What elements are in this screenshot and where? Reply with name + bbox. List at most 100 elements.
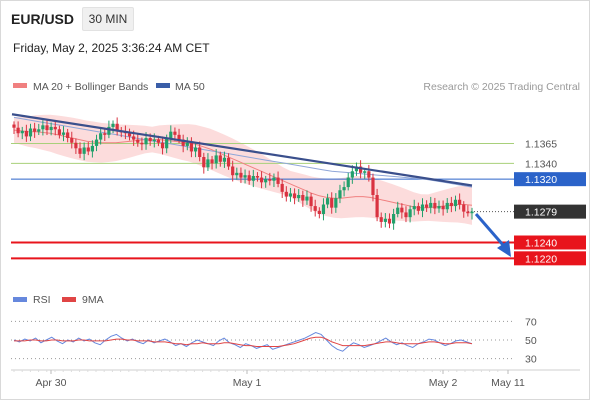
- candle-body: [458, 199, 462, 205]
- ma50-legend-label: MA 50: [175, 81, 205, 93]
- candle-body: [342, 187, 346, 191]
- candle-body: [57, 129, 61, 135]
- candle-body: [346, 177, 350, 188]
- price-tag-bg-1.1279: [514, 204, 586, 219]
- price-tag-label-1.1240: 1.1240: [525, 238, 557, 250]
- candle-body: [358, 166, 363, 173]
- candle-body: [437, 206, 441, 209]
- candle-body: [400, 207, 404, 213]
- candle-body: [140, 142, 144, 145]
- candle-body: [264, 179, 268, 183]
- candle-body: [313, 206, 317, 211]
- candle-body: [363, 171, 367, 173]
- rsi-ma-legend-label: 9MA: [82, 294, 104, 306]
- candle-body: [379, 217, 383, 222]
- candle-body: [445, 202, 449, 210]
- candle-body: [49, 126, 53, 131]
- candle-body: [78, 148, 82, 154]
- ma50-line: [13, 116, 473, 188]
- candle-body: [433, 202, 437, 209]
- candle-body: [61, 132, 66, 135]
- candle-body: [94, 139, 99, 146]
- candle-body: [165, 138, 169, 149]
- price-tag-label-1.1340: 1.1340: [525, 158, 557, 170]
- candle-body: [37, 129, 41, 132]
- price-tag-bg-1.1320: [514, 172, 586, 187]
- candle-body: [284, 191, 288, 197]
- candle-body: [449, 202, 453, 207]
- candle-body: [429, 202, 433, 208]
- rsi-tick-50: 50: [525, 335, 537, 347]
- candle-body: [247, 175, 251, 181]
- candle-body: [309, 196, 313, 207]
- timeframe-button[interactable]: 30 MIN: [82, 7, 134, 31]
- candle-body: [107, 126, 111, 135]
- ma20-legend-label: MA 20 + Bollinger Bands: [33, 81, 148, 93]
- candle-body: [375, 195, 379, 218]
- candle-body: [334, 198, 338, 208]
- candle-body: [297, 195, 301, 199]
- candle-body: [115, 123, 119, 131]
- candle-body: [305, 196, 309, 201]
- price-tag-bg-1.1220: [514, 251, 586, 266]
- candle-body: [222, 157, 227, 162]
- x-tick-label: Apr 30: [36, 377, 67, 389]
- candle-body: [354, 166, 359, 172]
- candle-body: [206, 159, 210, 168]
- candle-body: [416, 206, 420, 211]
- candle-body: [169, 131, 173, 138]
- price-tag-label-1.1320: 1.1320: [525, 174, 557, 186]
- candle-body: [90, 145, 94, 152]
- candle-body: [272, 177, 276, 181]
- candle-body: [16, 127, 20, 134]
- candle-body: [392, 214, 396, 224]
- rsi-legend-label: RSI: [33, 294, 51, 306]
- candle-body: [276, 177, 280, 184]
- candle-body: [132, 136, 136, 140]
- rsi-tick-30: 30: [525, 354, 537, 366]
- level-lines: [11, 143, 514, 260]
- candle-body: [420, 204, 425, 211]
- candle-body: [193, 147, 198, 152]
- symbol-title: EUR/USD: [11, 11, 75, 27]
- candle-body: [321, 204, 326, 214]
- candle-body: [144, 138, 148, 145]
- candle-body: [66, 132, 70, 138]
- candle-body: [218, 155, 222, 162]
- candle-body: [338, 190, 342, 199]
- candle-body: [103, 133, 107, 135]
- candle-body: [371, 177, 375, 195]
- candle-body: [268, 179, 272, 181]
- candle-body: [152, 139, 156, 142]
- candle-body: [466, 211, 470, 214]
- candle-body: [74, 142, 78, 149]
- candle-body: [12, 124, 16, 128]
- candle-body: [53, 126, 57, 130]
- candle-body: [28, 128, 33, 137]
- candle-body: [255, 176, 260, 178]
- forecast-arrow-head: [497, 240, 511, 257]
- bollinger-band-fill: [14, 114, 472, 225]
- candle-body: [127, 133, 132, 137]
- candle-body: [462, 204, 466, 212]
- candle-body: [259, 177, 264, 183]
- candle-body: [214, 155, 218, 164]
- price-tag-bg-1.1240: [514, 235, 586, 250]
- candle-body: [173, 131, 177, 135]
- candle-body: [350, 171, 354, 178]
- candle-body: [136, 139, 140, 143]
- candle-body: [317, 210, 321, 214]
- candle-body: [288, 193, 293, 197]
- candle-body: [41, 125, 45, 130]
- candle-body: [292, 193, 297, 199]
- datetime-label: Friday, May 2, 2025 3:36:24 AM CET: [13, 41, 210, 55]
- rsi-legend-swatch: [13, 297, 27, 302]
- candle-body: [412, 206, 416, 210]
- x-axis: Apr 30 May 1 May 2 May 11: [13, 370, 525, 389]
- candle-body: [82, 147, 86, 154]
- candle-body: [202, 157, 206, 168]
- candle-body: [441, 206, 445, 210]
- candle-body: [280, 183, 284, 192]
- trendline-group: [11, 113, 511, 257]
